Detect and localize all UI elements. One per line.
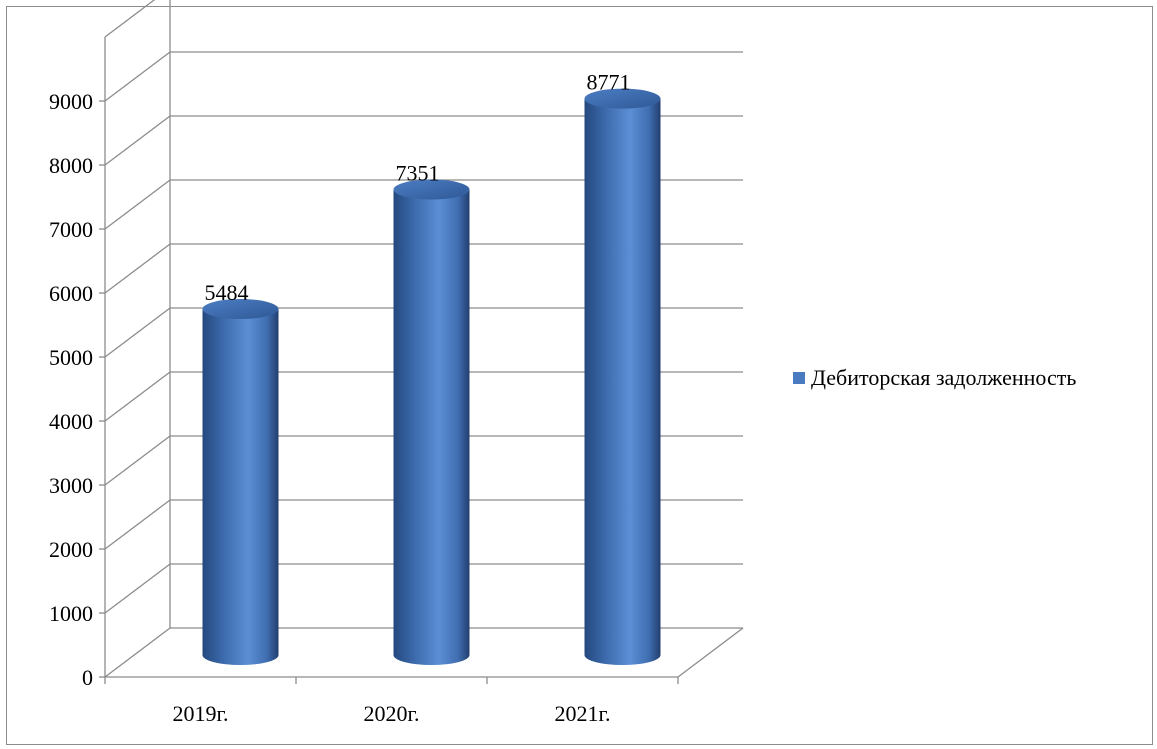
side-gridline	[105, 0, 170, 37]
bar-body	[203, 309, 279, 665]
y-tick-label: 2000	[49, 537, 93, 562]
y-tick-label: 9000	[49, 89, 93, 114]
y-tick-label: 6000	[49, 281, 93, 306]
y-tick-label: 7000	[49, 217, 93, 242]
x-tick-label: 2019г.	[172, 701, 228, 726]
bar	[203, 299, 279, 665]
legend-label: Дебиторская задолженность	[811, 365, 1076, 391]
data-label: 8771	[587, 70, 631, 95]
x-tick-label: 2021г.	[554, 701, 610, 726]
y-tick-label: 1000	[49, 601, 93, 626]
side-gridline	[105, 628, 170, 677]
y-tick-label: 3000	[49, 473, 93, 498]
bar	[394, 180, 470, 665]
side-gridline	[105, 436, 170, 485]
side-gridline	[105, 564, 170, 613]
side-gridline	[105, 372, 170, 421]
side-gridline	[105, 500, 170, 549]
side-gridline	[105, 244, 170, 293]
legend-swatch	[793, 372, 805, 384]
side-gridline	[105, 116, 170, 165]
side-gridline	[105, 180, 170, 229]
data-label: 5484	[205, 280, 249, 305]
y-tick-label: 0	[82, 665, 93, 690]
bar	[585, 89, 661, 665]
side-gridline	[105, 308, 170, 357]
y-tick-label: 5000	[49, 345, 93, 370]
legend: Дебиторская задолженность	[793, 365, 1076, 391]
bar-body	[394, 190, 470, 665]
bar-body	[585, 99, 661, 665]
floor-edge	[678, 628, 743, 677]
data-label: 7351	[396, 161, 440, 186]
y-tick-label: 4000	[49, 409, 93, 434]
x-tick-label: 2020г.	[363, 701, 419, 726]
side-gridline	[105, 52, 170, 101]
y-tick-label: 8000	[49, 153, 93, 178]
